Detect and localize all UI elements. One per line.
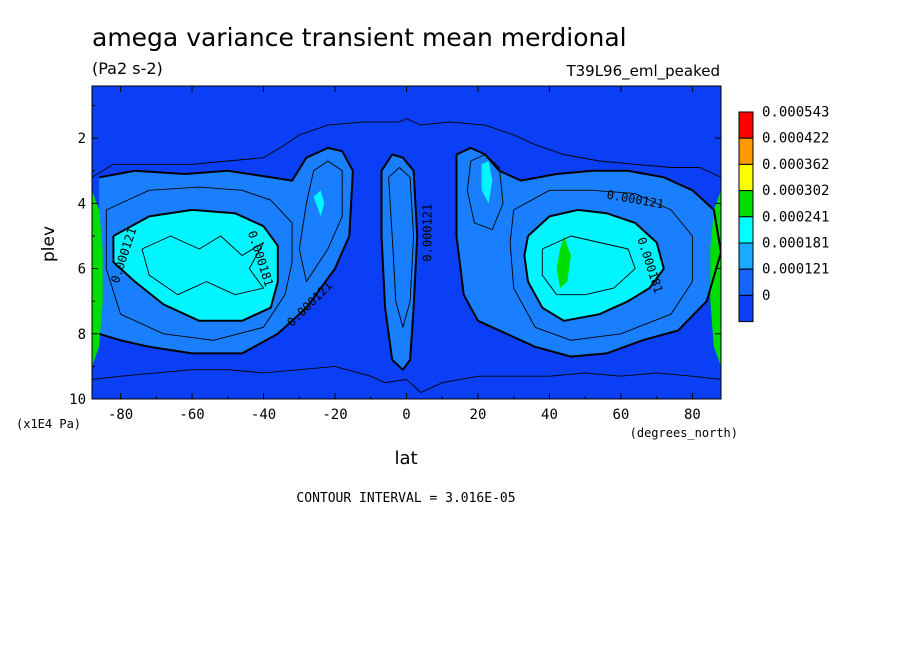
- contour-line-3: [509, 189, 693, 341]
- legend-swatch-0: [738, 111, 754, 139]
- contour-lines: [92, 118, 721, 393]
- contour-region-6: [313, 190, 325, 217]
- x-tick-label: -40: [251, 407, 276, 423]
- contour-line-7: [98, 146, 354, 355]
- x-tick-label: -80: [108, 407, 133, 423]
- y-tick-label: 8: [78, 327, 86, 343]
- contour-label-3: 0.000121: [420, 204, 434, 262]
- x-tick-label: -20: [322, 407, 347, 423]
- legend-swatch-6: [738, 268, 754, 296]
- contour-line-4: [298, 160, 343, 283]
- contour-region-8: [556, 236, 571, 289]
- chart-title: amega variance transient mean merdional: [92, 23, 627, 52]
- contour-region-9: [92, 190, 103, 367]
- contour-line-6: [388, 167, 415, 328]
- contour-line-2: [105, 186, 293, 341]
- plot-area: [92, 86, 721, 399]
- legend-label-5: 0.000181: [762, 236, 829, 252]
- x-axis-label: lat: [394, 448, 417, 469]
- y-axis-units: (x1E4 Pa): [16, 417, 81, 431]
- contour-region-7: [481, 161, 493, 204]
- x-tick-label: -60: [179, 407, 204, 423]
- color-legend: 0.000543 0.000422 0.000362 0.000302 0.000241…: [738, 105, 829, 323]
- y-tick-label: 6: [78, 262, 86, 278]
- contour-region-4: [113, 209, 278, 321]
- x-tick-label: 0: [402, 407, 410, 423]
- contour-line-10: [112, 208, 279, 322]
- legend-swatch-1: [738, 137, 754, 165]
- contour-line-1: [92, 365, 721, 393]
- legend-label-3: 0.000302: [762, 183, 829, 199]
- contour-line-9: [455, 146, 721, 358]
- x-axis-units: (degrees_north): [630, 426, 738, 440]
- x-tick-label: 60: [613, 407, 630, 423]
- y-axis: 2 4 6 8 10: [69, 105, 721, 408]
- x-tick-label: 20: [470, 407, 487, 423]
- run-label: T39L96_eml_peaked: [565, 62, 720, 81]
- contour-interval: CONTOUR INTERVAL = 3.016E-05: [296, 491, 515, 506]
- legend-swatch-2: [738, 163, 754, 192]
- legend-label-4: 0.000241: [762, 209, 829, 225]
- contour-region-5: [524, 209, 664, 321]
- legend-swatch-7: [738, 294, 754, 323]
- legend-label-2: 0.000362: [762, 157, 829, 173]
- contour-line-0: [92, 118, 721, 178]
- y-tick-label: 4: [78, 196, 86, 212]
- legend-swatch-3: [738, 190, 754, 218]
- legend-swatch-5: [738, 242, 754, 270]
- legend-label-7: 0: [762, 288, 770, 304]
- legend-swatch-4: [738, 216, 754, 244]
- x-axis: -80 -60 -40 -20 0 20 40 60 80: [108, 86, 701, 423]
- legend-label-0: 0.000543: [762, 105, 829, 121]
- contour-line-13: [541, 235, 636, 296]
- legend-label-6: 0.000121: [762, 262, 829, 278]
- contour-line-12: [141, 235, 264, 296]
- chart-units: (Pa2 s-2): [92, 59, 163, 78]
- legend-label-1: 0.000422: [762, 131, 829, 147]
- y-tick-label: 2: [78, 131, 86, 147]
- x-tick-label: 80: [684, 407, 701, 423]
- y-tick-label: 10: [69, 392, 86, 408]
- x-tick-label: 40: [541, 407, 558, 423]
- y-axis-label: plev: [39, 226, 59, 262]
- contour-line-11: [523, 208, 665, 322]
- contour-line-8: [380, 153, 419, 371]
